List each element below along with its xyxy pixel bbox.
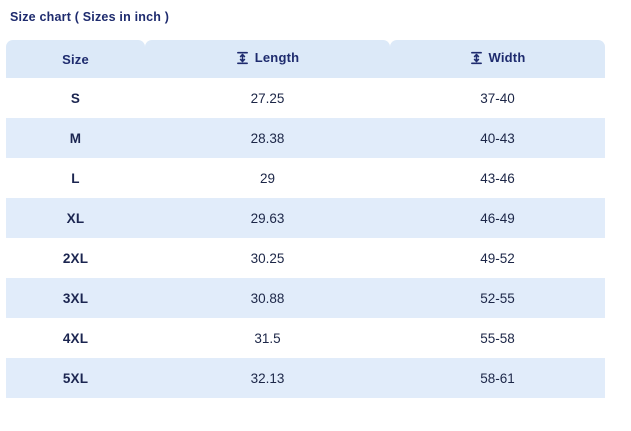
table-row: L 29 43-46 [6, 158, 605, 198]
table-row: 2XL 30.25 49-52 [6, 238, 605, 278]
table-row: S 27.25 37-40 [6, 78, 605, 118]
column-header-width-label: Width [488, 50, 526, 66]
table-row: XL 29.63 46-49 [6, 198, 605, 238]
size-value: M [6, 118, 145, 158]
length-value: 30.25 [145, 238, 390, 278]
table-body: S 27.25 37-40 M 28.38 40-43 L 29 43-46 X… [6, 78, 605, 398]
width-value: 43-46 [390, 158, 605, 198]
column-header-size: Size [6, 40, 145, 78]
table-row: 5XL 32.13 58-61 [6, 358, 605, 398]
length-value: 27.25 [145, 78, 390, 118]
width-value: 52-55 [390, 278, 605, 318]
column-header-size-label: Size [62, 51, 89, 67]
table-row: 3XL 30.88 52-55 [6, 278, 605, 318]
width-value: 58-61 [390, 358, 605, 398]
length-value: 29 [145, 158, 390, 198]
size-value: 5XL [6, 358, 145, 398]
length-value: 29.63 [145, 198, 390, 238]
length-value: 30.88 [145, 278, 390, 318]
size-value: 3XL [6, 278, 145, 318]
table-header-row: Size Length [6, 40, 605, 78]
size-value: L [6, 158, 145, 198]
size-chart-table: Size Length [6, 40, 605, 398]
size-value: 4XL [6, 318, 145, 358]
page-title: Size chart ( Sizes in inch ) [10, 10, 170, 24]
column-header-width: Width [390, 40, 605, 78]
length-value: 31.5 [145, 318, 390, 358]
width-value: 46-49 [390, 198, 605, 238]
vertical-measure-icon [470, 51, 482, 64]
size-value: XL [6, 198, 145, 238]
column-header-length-label: Length [254, 50, 300, 66]
vertical-measure-icon [236, 51, 248, 64]
column-header-length: Length [145, 40, 390, 78]
width-value: 37-40 [390, 78, 605, 118]
length-value: 32.13 [145, 358, 390, 398]
length-value: 28.38 [145, 118, 390, 158]
width-value: 40-43 [390, 118, 605, 158]
size-value: 2XL [6, 238, 145, 278]
table-row: 4XL 31.5 55-58 [6, 318, 605, 358]
width-value: 55-58 [390, 318, 605, 358]
size-value: S [6, 78, 145, 118]
table-row: M 28.38 40-43 [6, 118, 605, 158]
width-value: 49-52 [390, 238, 605, 278]
